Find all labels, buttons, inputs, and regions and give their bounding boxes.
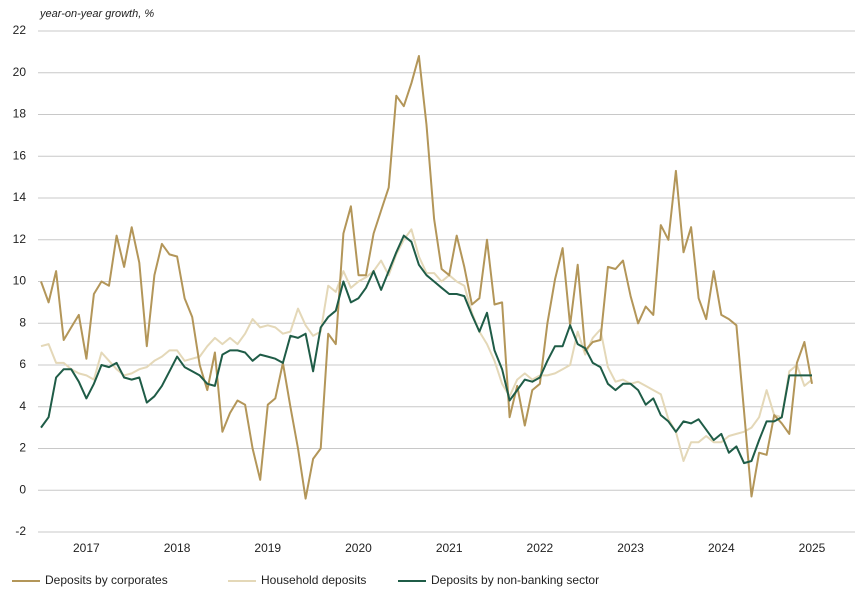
y-tick-label: 4	[19, 399, 26, 413]
x-tick-label: 2023	[617, 541, 644, 555]
y-tick-label: 16	[13, 148, 27, 162]
x-tick-label: 2021	[436, 541, 463, 555]
legend-label: Deposits by corporates	[45, 573, 168, 587]
y-axis-label: year-on-year growth, %	[39, 8, 154, 20]
x-tick-label: 2017	[73, 541, 100, 555]
series-line	[40, 228, 813, 462]
series-line	[40, 55, 813, 500]
y-tick-label: 12	[13, 232, 27, 246]
y-tick-label: 22	[13, 23, 27, 37]
y-tick-label: 6	[19, 357, 26, 371]
legend-label: Household deposits	[261, 573, 366, 587]
y-tick-label: 18	[13, 107, 27, 121]
x-tick-label: 2019	[254, 541, 281, 555]
y-tick-label: 0	[19, 482, 26, 496]
x-tick-label: 2025	[799, 541, 826, 555]
y-tick-label: -2	[15, 524, 26, 538]
y-tick-label: 14	[13, 190, 27, 204]
legend-label: Deposits by non-banking sector	[431, 573, 599, 587]
y-tick-label: 2	[19, 441, 26, 455]
x-tick-label: 2020	[345, 541, 372, 555]
x-tick-label: 2024	[708, 541, 735, 555]
series-line	[40, 234, 812, 465]
x-tick-label: 2018	[164, 541, 191, 555]
x-tick-label: 2022	[527, 541, 554, 555]
y-tick-label: 8	[19, 315, 26, 329]
y-tick-label: 20	[13, 65, 27, 79]
y-tick-label: 10	[13, 274, 27, 288]
